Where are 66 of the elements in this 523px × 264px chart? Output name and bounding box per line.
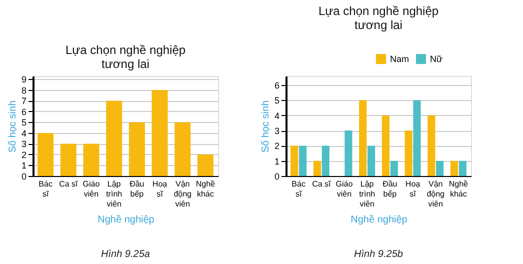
bar [390,160,398,176]
x-tick-label: Lập trình viên [359,180,376,208]
bar [359,100,367,176]
bar [450,160,458,176]
chart-title: Lựa chọn nghề nghiệp tương lai [318,4,439,32]
y-tick-label: 3 [274,126,280,136]
x-tick-label: Vận động viên [174,180,192,208]
bar [404,130,412,176]
bar [106,100,122,176]
y-axis-title: Số học sinh [7,100,18,153]
bar [382,115,390,176]
y-tick-label: 5 [274,96,280,106]
y-tick-label: 3 [21,139,26,150]
y-tick-label: 1 [274,156,280,166]
x-tick-label: Bác sĩ [292,180,306,198]
x-axis-title: Nghề nghiệp [350,214,408,226]
x-tick-label: Vận động viên [426,180,444,208]
chart-title: Lựa chọn nghề nghiệp tương lai [65,43,186,72]
x-tick-label: Giáo viên [336,180,354,198]
x-tick-label: Ca sĩ [312,180,332,188]
legend-label: Nam [390,54,410,64]
y-tick-label: 4 [274,110,280,121]
bar [344,130,352,176]
x-tick-label: Đầu bếp [130,180,144,198]
y-tick-label: 5 [21,118,26,128]
y-tick-label: 7 [21,96,26,106]
bar [368,146,376,176]
x-tick-label: Lập trình viên [106,180,122,208]
y-tick-label: 6 [274,80,280,91]
y-tick-label: 0 [21,172,26,182]
y-tick-label: 0 [274,172,280,182]
bar [428,115,436,176]
bar [83,144,100,176]
y-tick-label: 6 [21,106,26,117]
y-axis-title: Số học sinh [260,100,272,153]
bar [436,160,444,176]
bar [458,160,466,176]
y-tick-label: 1 [21,160,26,171]
bar [298,146,307,176]
bar [174,122,191,176]
bar [38,132,54,176]
bar [313,160,321,176]
x-tick-label: Bác sĩ [38,180,52,198]
bar [60,144,76,176]
x-axis-title: Nghề nghiệp [98,214,155,226]
bar [128,122,145,176]
bar [197,154,214,176]
y-tick-label: 8 [21,85,26,96]
x-tick-label: Nghề khác [448,180,469,198]
y-tick-label: 2 [21,150,26,160]
x-tick-label: Nghề khác [196,180,216,198]
bar [152,90,168,176]
legend-label: Nữ [430,54,443,64]
text: Hình 9.25b [354,249,404,260]
y-tick-label: 2 [274,141,280,152]
x-tick-label: Hoạ sĩ [152,180,168,198]
x-tick-label: Hoạ sĩ [405,180,421,198]
x-tick-label: Giáo viên [82,180,100,198]
x-tick-label: Đầu bếp [382,180,398,198]
x-tick-label: Ca sĩ [59,180,79,188]
y-tick-label: 9 [21,74,26,85]
bar [413,100,421,176]
text: Hình 9.25a [101,249,150,260]
y-tick-label: 4 [21,128,26,138]
bar [322,146,330,176]
bar [290,146,298,176]
